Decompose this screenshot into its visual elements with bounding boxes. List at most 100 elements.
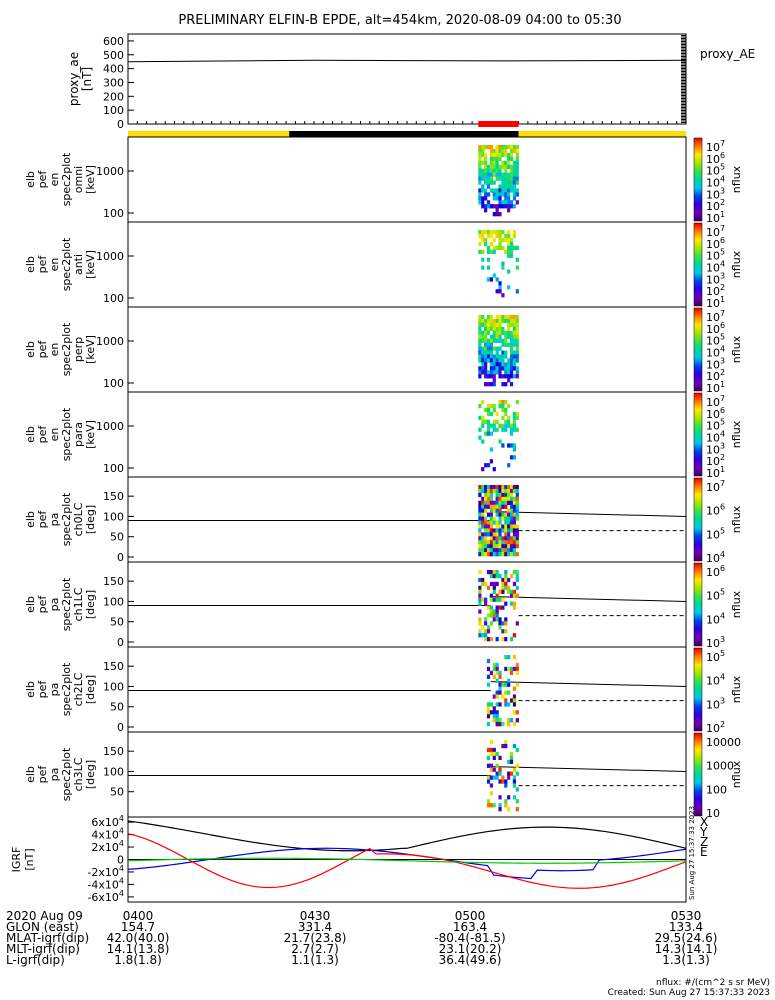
heatmap-cell <box>498 237 502 243</box>
heatmap-cell <box>486 714 491 719</box>
heatmap-cell <box>484 318 488 324</box>
y-axis-label: [keV] <box>84 420 97 449</box>
heatmap-cell <box>489 423 493 428</box>
heatmap-cell <box>512 330 517 336</box>
heatmap-cell <box>481 500 485 506</box>
heatmap-cell <box>509 593 514 598</box>
heatmap-cell <box>489 763 493 768</box>
heatmap-cell <box>478 524 482 529</box>
heatmap-cell <box>512 196 517 201</box>
heatmap-cell <box>507 184 511 189</box>
heatmap-cell <box>498 145 502 150</box>
heatmap-cell <box>509 601 514 606</box>
heatmap-cell <box>515 245 519 251</box>
heatmap-cell <box>515 682 519 687</box>
igrf-legend-entry: X <box>700 815 708 829</box>
colorbar-tick-label: 107 <box>706 224 725 239</box>
heatmap-cell <box>515 289 519 294</box>
heatmap-cell <box>489 188 493 193</box>
heatmap-cell <box>486 492 491 498</box>
heatmap-cell <box>489 593 493 598</box>
heatmap-cell <box>515 807 519 812</box>
heatmap-cell <box>492 609 496 614</box>
heatmap-cell <box>492 504 496 509</box>
heatmap-cell <box>492 694 496 699</box>
heatmap-cell <box>486 799 491 804</box>
heatmap-cell <box>481 488 485 494</box>
heatmap-cell <box>512 508 517 513</box>
heatmap-cell <box>512 532 517 537</box>
heatmap-cell <box>512 415 517 421</box>
heatmap-cell <box>486 803 491 808</box>
heatmap-cell <box>492 706 496 711</box>
heatmap-cell <box>515 771 519 776</box>
heatmap-cell <box>486 164 491 169</box>
heatmap-cell <box>484 168 488 173</box>
colorbar-tick-label: 103 <box>706 186 725 201</box>
heatmap-cell <box>484 208 488 213</box>
heatmap-cell <box>507 485 511 490</box>
heatmap-cell <box>501 160 505 166</box>
heatmap-cell <box>515 156 519 162</box>
heatmap-cell <box>515 322 519 328</box>
heatmap-cell <box>484 164 488 169</box>
heatmap-cell <box>484 338 488 343</box>
heatmap-cell <box>486 354 491 359</box>
heatmap-cell <box>504 176 508 181</box>
heatmap-cell <box>478 354 482 359</box>
heatmap-cell <box>501 407 505 413</box>
heatmap-cell <box>489 536 493 541</box>
heatmap-cell <box>498 544 502 549</box>
heatmap-cell <box>495 338 499 343</box>
heatmap-cell <box>486 277 491 282</box>
heatmap-cell <box>509 573 514 579</box>
colorbar-tick-label: 104 <box>706 260 725 275</box>
heatmap-cell <box>486 658 491 664</box>
heatmap-cell <box>507 366 511 371</box>
heatmap-cell <box>512 164 517 169</box>
heatmap-cell <box>507 508 511 513</box>
heatmap-cell <box>515 168 519 173</box>
heatmap-cell <box>509 751 514 757</box>
heatmap-cell <box>484 629 488 634</box>
heatmap-cell <box>515 374 519 379</box>
heatmap-cell <box>512 342 517 347</box>
heatmap-cell <box>507 145 511 150</box>
heatmap-cell <box>481 257 485 262</box>
footer-value: 0500 <box>455 909 486 923</box>
heatmap-cell <box>498 164 502 169</box>
colorbar-title: nflux <box>730 505 743 533</box>
y-axis-label: pef <box>36 595 49 614</box>
heatmap-cell <box>481 504 485 509</box>
y-axis-label: en <box>48 428 61 442</box>
colorbar <box>693 307 703 392</box>
heatmap-cell <box>492 540 496 545</box>
heatmap-cell <box>478 488 482 494</box>
heatmap-cell <box>489 512 493 517</box>
heatmap-cell <box>501 524 505 529</box>
heatmap-cell <box>486 346 491 351</box>
y-axis-label: spec2plot <box>60 407 73 461</box>
heatmap-cell <box>478 601 482 606</box>
heatmap-cell <box>512 334 517 339</box>
heatmap-cell <box>498 334 502 339</box>
heatmap-cell <box>504 164 508 169</box>
heatmap-cell <box>486 532 491 537</box>
heatmap-cell <box>495 532 499 537</box>
heatmap-cell <box>484 362 488 367</box>
heatmap-cell <box>481 230 485 235</box>
heatmap-cell <box>504 196 508 201</box>
heatmap-cell <box>509 145 514 150</box>
y-axis-label: [keV] <box>84 165 97 194</box>
heatmap-cell <box>507 403 511 409</box>
colorbar-tick-label: 106 <box>706 321 725 336</box>
colorbar-tick-label: 105 <box>706 163 725 178</box>
y-axis-label: omni <box>72 166 85 193</box>
loss-cone-line <box>490 681 687 687</box>
heatmap-cell <box>486 544 491 549</box>
heatmap-cell <box>515 192 519 197</box>
heatmap-cell <box>509 200 514 205</box>
heatmap-cell <box>478 374 482 379</box>
heatmap-cell <box>489 152 493 158</box>
